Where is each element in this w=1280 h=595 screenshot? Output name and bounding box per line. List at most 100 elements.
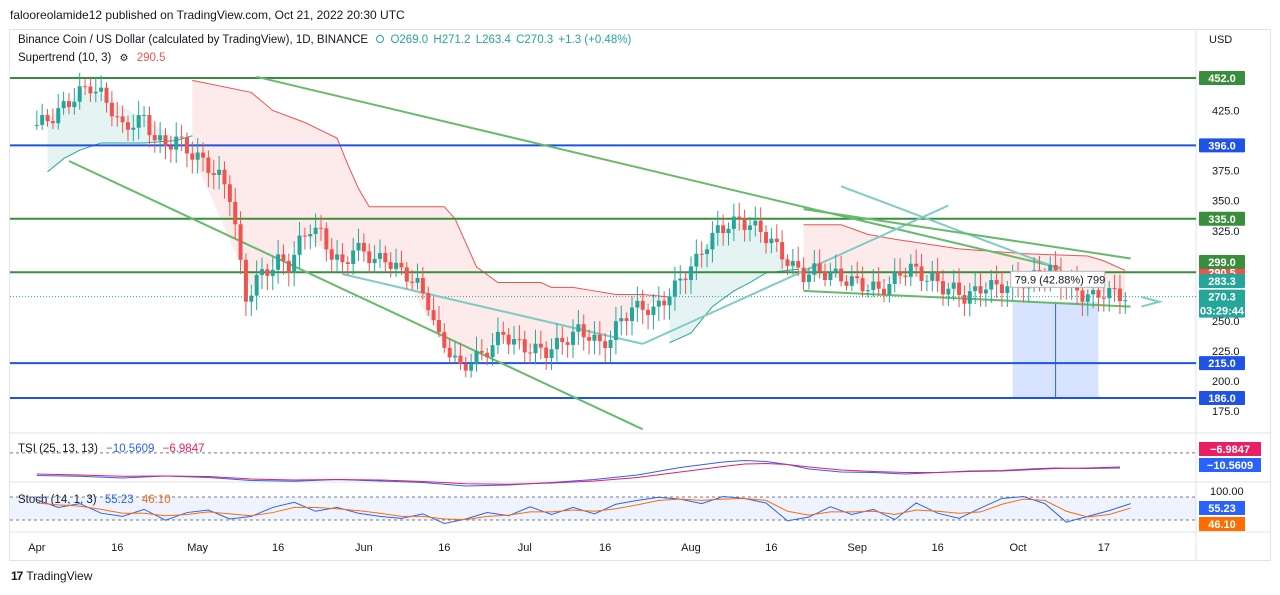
candle-body — [999, 284, 1004, 294]
candle-body — [1091, 290, 1096, 295]
candle-body — [726, 228, 731, 234]
candle-body — [796, 261, 801, 268]
candle-body — [270, 269, 275, 276]
level-badge-396.0: 396.0 — [1208, 140, 1236, 152]
candle-body — [324, 228, 329, 250]
candle-body — [619, 318, 624, 322]
currency-label: USD — [1209, 34, 1233, 46]
candle-body — [495, 331, 500, 346]
trend-line-4 — [840, 185, 1062, 271]
candle-body — [399, 262, 404, 268]
candle-body — [281, 254, 286, 261]
candle-body — [104, 87, 109, 103]
candle-body — [1101, 297, 1106, 299]
candle-body — [973, 286, 978, 292]
market-status-icon — [376, 35, 385, 44]
symbol-title: Binance Coin / US Dollar (calculated by … — [18, 34, 369, 46]
supertrend-up-fill — [47, 92, 193, 172]
tsi-value: −10.5609 — [106, 443, 155, 455]
candle-body — [554, 337, 559, 350]
candle-body — [898, 271, 903, 276]
stoch-badge: 46.10 — [1208, 519, 1236, 531]
candle-body — [876, 281, 881, 289]
level-badge-452.0: 452.0 — [1208, 73, 1236, 85]
candle-body — [839, 268, 844, 282]
candle-body — [705, 249, 710, 255]
candle-body — [1123, 300, 1128, 302]
candle-body — [892, 271, 897, 285]
candle-body — [908, 263, 913, 277]
price-tick: 225.0 — [1212, 346, 1240, 358]
candle-body — [855, 276, 860, 279]
candle-body — [431, 310, 436, 321]
tsi-badge: −10.5609 — [1207, 460, 1253, 472]
supertrend-value: 290.5 — [136, 52, 166, 64]
candle-body — [190, 153, 195, 160]
stoch-band — [10, 497, 1196, 520]
stoch-tick: 100.00 — [1210, 486, 1244, 498]
candle-body — [946, 288, 951, 295]
supertrend-label: Supertrend (10, 3) — [18, 52, 112, 64]
price-tick: 200.0 — [1212, 376, 1240, 388]
candle-body — [522, 339, 527, 353]
candle-body — [983, 289, 988, 294]
candle-body — [265, 269, 270, 276]
candle-body — [544, 347, 549, 358]
chart-frame — [9, 29, 1271, 561]
time-tick: 16 — [111, 542, 123, 554]
settings-gear-icon[interactable]: ⚙ — [119, 53, 129, 64]
candle-body — [40, 114, 45, 125]
candle-body — [823, 271, 828, 281]
candle-body — [313, 227, 318, 235]
candle-body — [174, 136, 179, 150]
candle-body — [635, 300, 640, 308]
candle-body — [742, 218, 747, 231]
candle-body — [940, 281, 945, 295]
candle-body — [34, 124, 39, 126]
price-badge-270.3-bg — [1199, 289, 1245, 318]
time-tick: 16 — [438, 542, 450, 554]
candle-body — [769, 238, 774, 244]
price-tick: 175.0 — [1212, 406, 1240, 418]
tsi-signal-line — [36, 462, 1120, 485]
candle-body — [710, 232, 715, 250]
time-tick: 16 — [931, 542, 943, 554]
candle-body — [222, 169, 227, 185]
candle-body — [394, 262, 399, 269]
footer-brand[interactable]: 17 TradingView — [11, 569, 92, 583]
trend-line-5 — [803, 208, 1131, 260]
candle-body — [318, 227, 323, 229]
ohlc-open: O269.0 — [390, 34, 429, 46]
candle-body — [801, 267, 806, 283]
candle-body — [356, 242, 361, 251]
candle-body — [490, 345, 495, 358]
candle-body — [260, 269, 265, 275]
candle-body — [383, 253, 388, 263]
candle-body — [163, 135, 168, 147]
price-badge-299.0-bg — [1199, 255, 1245, 270]
candle-body — [731, 216, 736, 229]
candle-body — [1112, 288, 1117, 290]
candle-body — [764, 231, 769, 244]
candle-body — [871, 281, 876, 291]
level-badge-452.0-bg — [1199, 71, 1245, 85]
candle-body — [919, 266, 924, 281]
candle-body — [592, 334, 597, 341]
candle-body — [833, 268, 838, 273]
supertrend-legend[interactable]: Supertrend (10, 3) ⚙ 290.5 — [18, 52, 171, 64]
candle-body — [994, 280, 999, 285]
candle-body — [367, 251, 372, 264]
time-tick: Apr — [28, 542, 45, 554]
time-tick: Jul — [518, 542, 532, 554]
stoch-badge-bg — [1199, 501, 1245, 515]
candle-body — [860, 278, 865, 292]
candle-body — [506, 334, 511, 345]
candle-body — [83, 86, 88, 88]
tsi-legend[interactable]: TSI (25, 13, 13) −10.5609 −6.9847 — [18, 443, 210, 455]
price-tick: 375.0 — [1212, 166, 1240, 178]
tsi-badge-bg — [1199, 458, 1261, 472]
candle-body — [581, 324, 586, 338]
candle-body — [914, 263, 919, 267]
trend-line-1 — [68, 160, 644, 431]
